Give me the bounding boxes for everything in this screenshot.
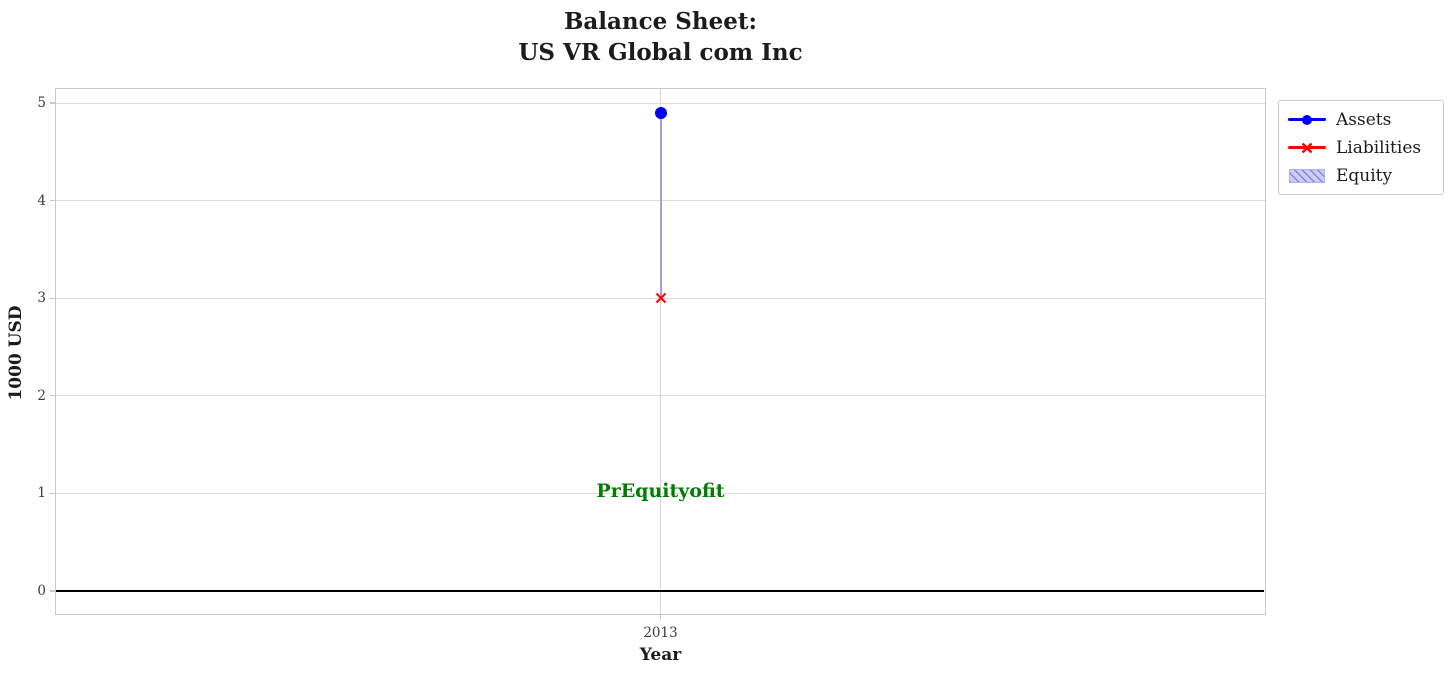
- zero-baseline: [56, 589, 1264, 593]
- y-tick-label: 1: [37, 485, 46, 502]
- y-tick-label: 0: [37, 582, 46, 599]
- legend: Assets Liabilities Equity: [1278, 100, 1444, 195]
- legend-label-assets: Assets: [1336, 109, 1392, 130]
- y-tick-mark: [50, 590, 55, 592]
- legend-item-liabilities: Liabilities: [1288, 137, 1434, 158]
- y-tick-label: 3: [37, 290, 46, 307]
- x-axis-label: Year: [639, 645, 682, 665]
- equity-patch-icon: [1288, 168, 1326, 183]
- y-tick-label: 5: [37, 95, 46, 112]
- legend-item-assets: Assets: [1288, 109, 1434, 130]
- y-tick-mark: [50, 395, 55, 397]
- equity-band-line: [659, 112, 662, 299]
- y-tick-label: 2: [37, 387, 46, 404]
- legend-item-equity: Equity: [1288, 165, 1434, 186]
- liabilities-data-point: [655, 292, 666, 304]
- liabilities-line-icon: [1288, 142, 1326, 153]
- chart-title: Balance Sheet: US VR Global com Inc: [518, 8, 803, 66]
- v-gridline-2013: [660, 88, 661, 615]
- y-axis-label: 1000 USD: [6, 305, 26, 401]
- y-tick-mark: [50, 102, 55, 104]
- legend-label-liabilities: Liabilities: [1336, 137, 1422, 158]
- y-tick-mark: [50, 297, 55, 299]
- equity-annotation: PrEquityofit: [596, 480, 725, 503]
- plot-area-border: [55, 88, 1266, 615]
- x-tick-mark: [659, 615, 662, 620]
- legend-label-equity: Equity: [1336, 165, 1393, 186]
- y-tick-label: 4: [37, 192, 46, 209]
- x-tick-label-2013: 2013: [643, 625, 678, 641]
- y-tick-mark: [50, 492, 55, 495]
- y-tick-mark: [50, 199, 55, 202]
- assets-data-point: [654, 106, 667, 119]
- assets-line-icon: [1288, 114, 1326, 125]
